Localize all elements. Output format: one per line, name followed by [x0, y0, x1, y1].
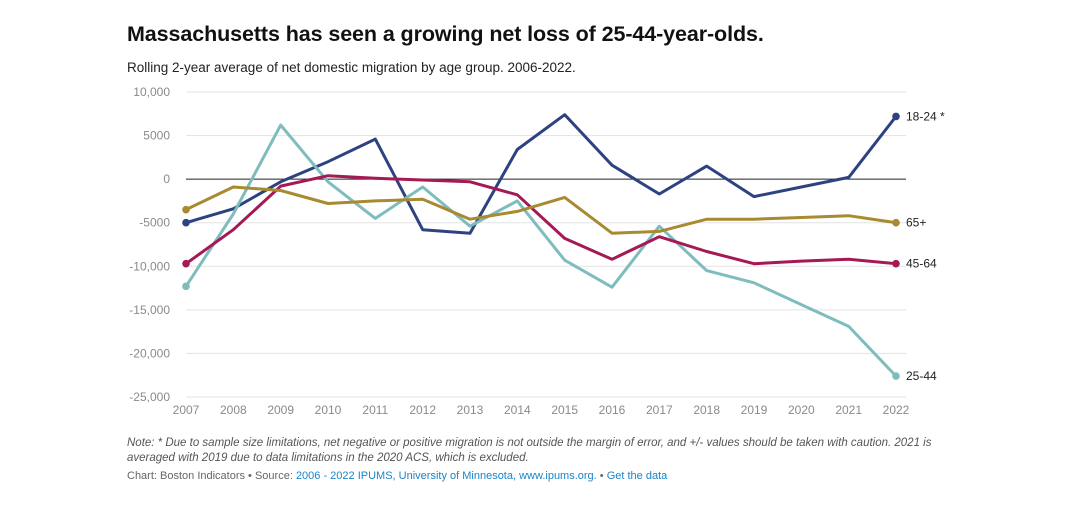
y-tick-label: -5000 — [139, 216, 170, 230]
x-tick-label: 2017 — [646, 403, 673, 417]
series-line-65 — [184, 185, 898, 235]
x-tick-label: 2010 — [315, 403, 342, 417]
x-axis: 2007 2008 2009 2010 2011 2012 2013 2014 2015 2016… — [173, 403, 910, 417]
separator: • — [596, 470, 607, 482]
series-label-25-44: 25-44 — [906, 369, 937, 383]
y-tick-label: -25,000 — [129, 390, 170, 404]
series-label-18-24: 18-24 * — [906, 109, 945, 123]
x-tick-label: 2021 — [835, 403, 862, 417]
x-tick-label: 2009 — [267, 403, 294, 417]
series-line-45-64 — [184, 174, 898, 266]
start-marker-18-24 — [182, 218, 190, 227]
y-tick-label: -10,000 — [129, 259, 170, 273]
chart-note: Note: * Due to sample size limitations, … — [127, 437, 932, 464]
y-tick-label: 0 — [163, 172, 170, 186]
end-marker-65 — [892, 218, 900, 227]
x-tick-label: 2008 — [220, 403, 247, 417]
y-tick-label: -20,000 — [129, 346, 170, 360]
start-marker-45-64 — [182, 259, 190, 268]
chart-title: Massachusetts has seen a growing net los… — [127, 22, 764, 46]
x-tick-label: 2015 — [551, 403, 578, 417]
credit-text: Chart: Boston Indicators • Source: — [127, 470, 296, 482]
x-tick-label: 2014 — [504, 403, 531, 417]
series — [182, 112, 900, 380]
series-labels: 18-24 * 25-44 45-64 65+ — [906, 109, 945, 383]
x-tick-label: 2022 — [883, 403, 910, 417]
start-marker-25-44 — [182, 282, 190, 291]
x-tick-label: 2019 — [741, 403, 768, 417]
chart-subtitle: Rolling 2-year average of net domestic m… — [127, 60, 576, 75]
end-marker-18-24 — [892, 112, 900, 121]
y-tick-label: 5000 — [143, 129, 170, 143]
end-marker-25-44 — [892, 372, 900, 380]
x-tick-label: 2012 — [409, 403, 436, 417]
get-data-link[interactable]: Get the data — [606, 470, 668, 482]
chart-source: Chart: Boston Indicators • Source: 2006 … — [127, 470, 667, 482]
x-tick-label: 2007 — [173, 403, 200, 417]
source-link[interactable]: 2006 - 2022 IPUMS, University of Minneso… — [295, 470, 597, 482]
y-tick-label: -15,000 — [129, 303, 170, 317]
y-axis: 10,000 5000 0 -5000 -10,000 -15,000 -20,000 -25… — [129, 85, 170, 404]
y-tick-label: 10,000 — [133, 85, 170, 99]
series-line-25-44 — [184, 123, 898, 378]
x-tick-label: 2018 — [693, 403, 720, 417]
end-marker-45-64 — [892, 259, 900, 268]
x-tick-label: 2016 — [599, 403, 626, 417]
x-tick-label: 2020 — [788, 403, 815, 417]
start-marker-65 — [182, 205, 190, 214]
grid — [186, 91, 906, 398]
x-tick-label: 2011 — [362, 403, 388, 417]
series-label-65: 65+ — [906, 216, 926, 230]
series-line-18-24 — [184, 113, 898, 235]
series-label-45-64: 45-64 — [906, 257, 937, 271]
x-tick-label: 2013 — [457, 403, 484, 417]
